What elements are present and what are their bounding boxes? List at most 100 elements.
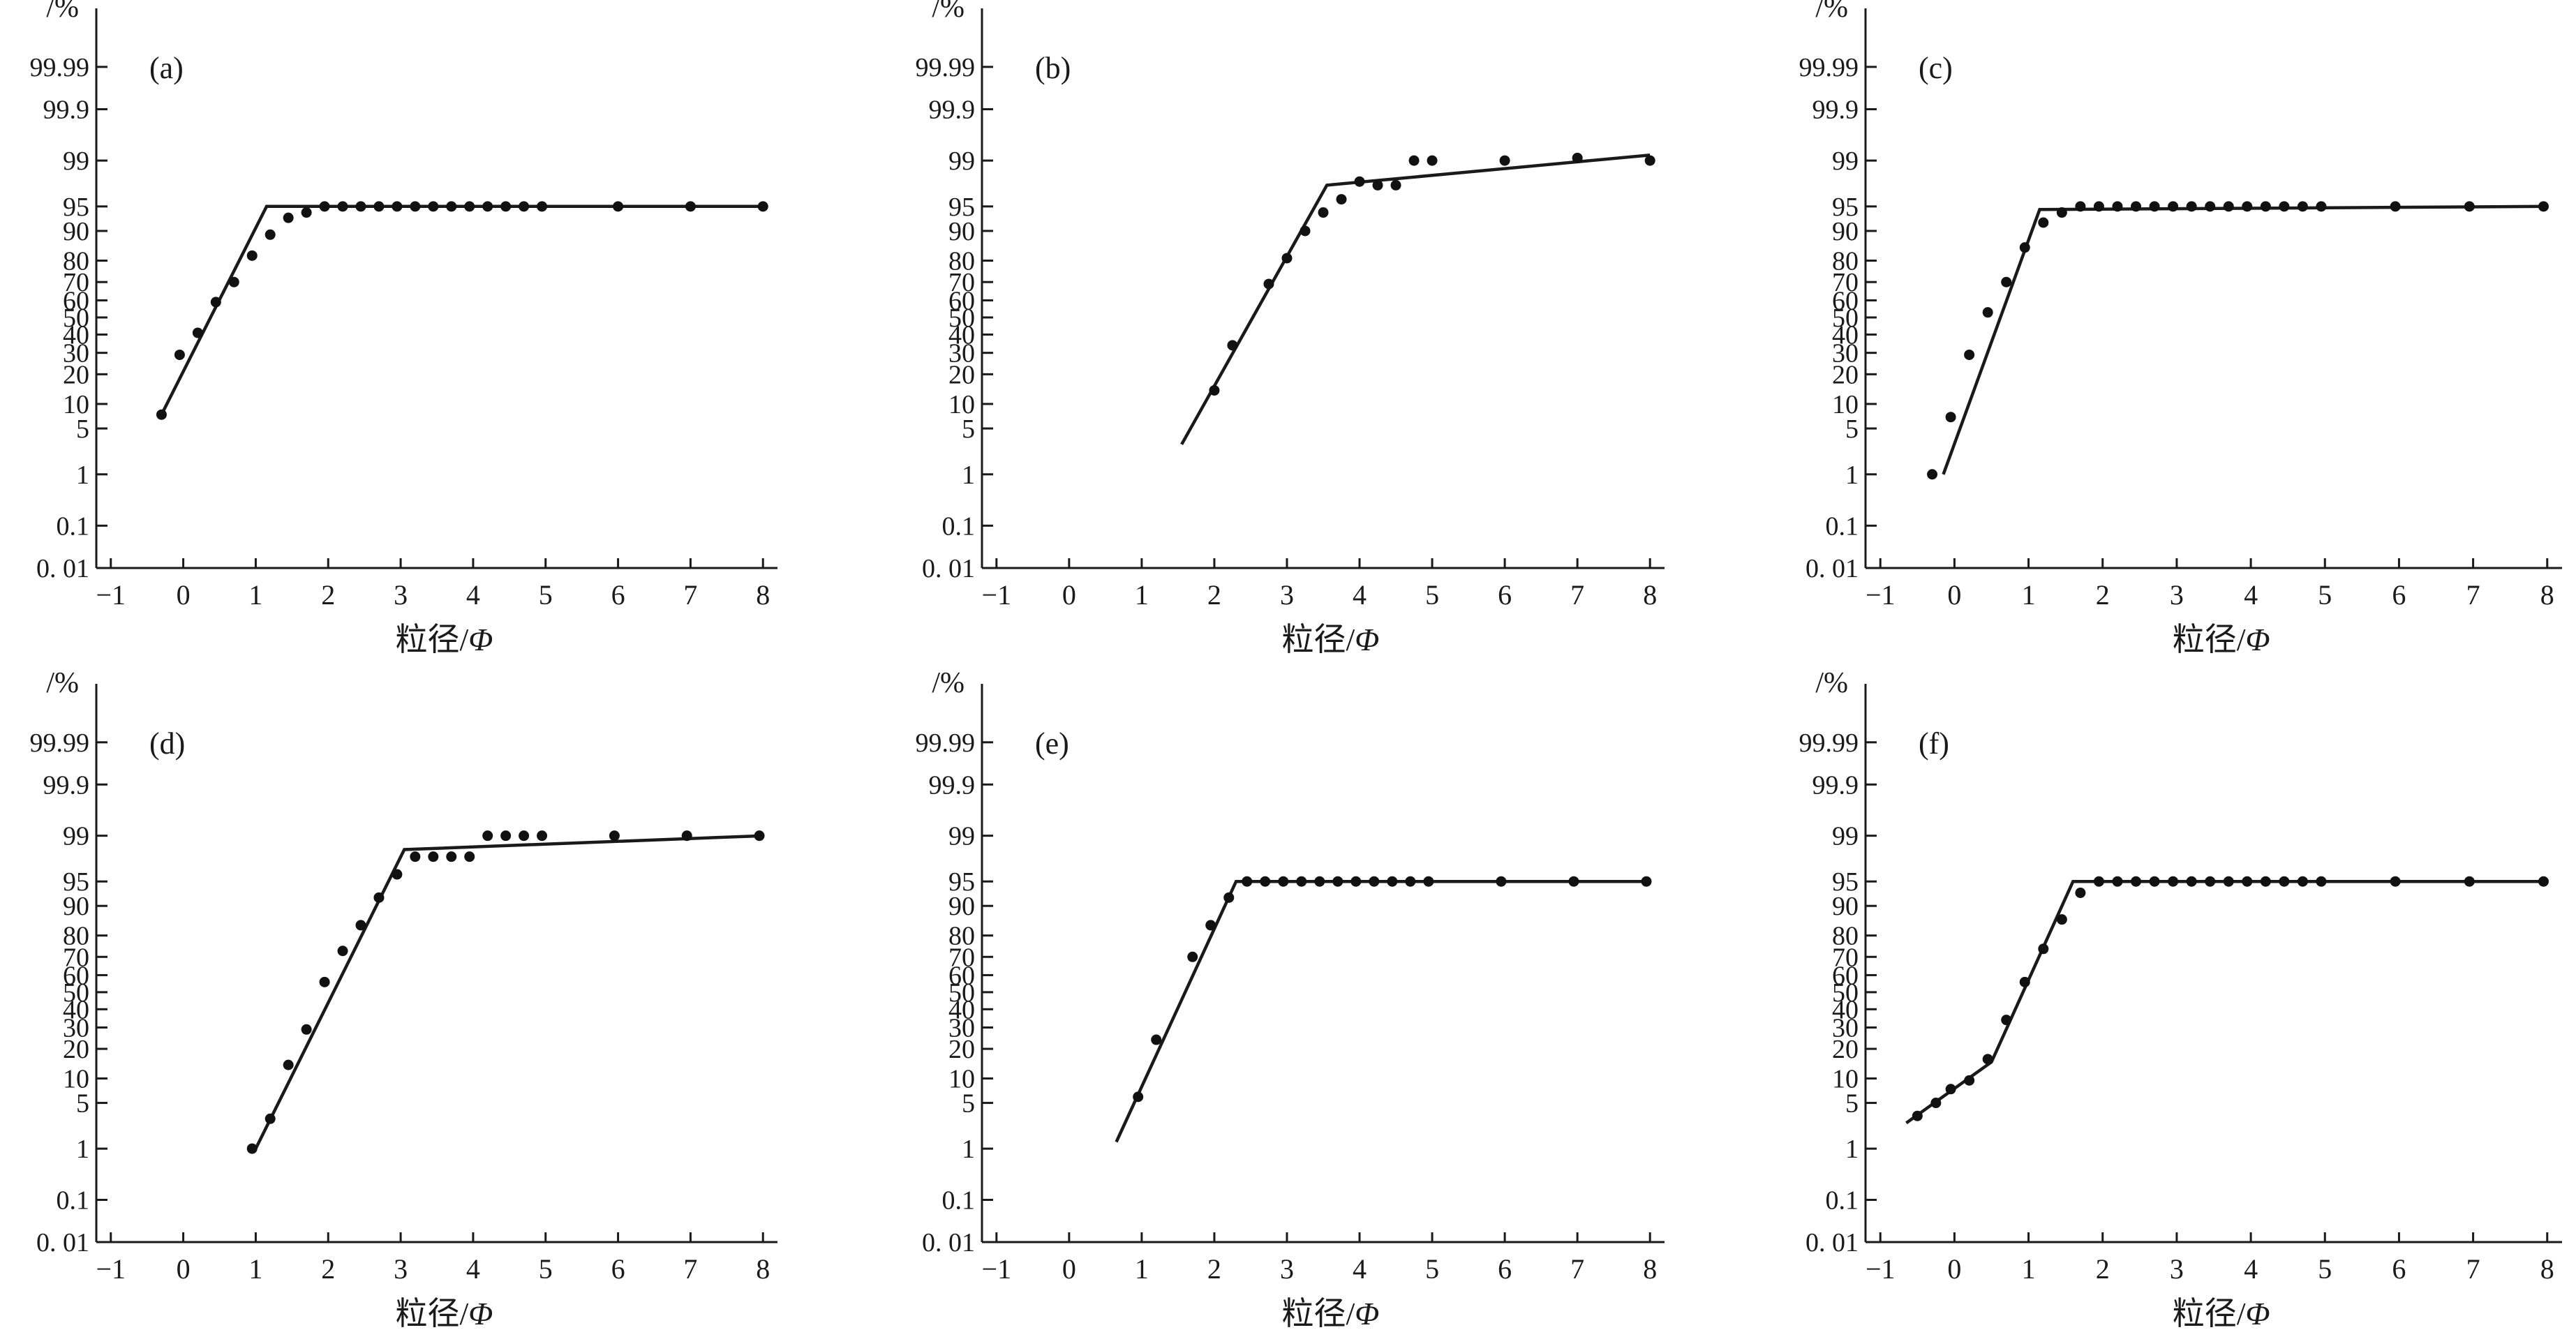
y-tick-label: 99.99	[916, 53, 976, 82]
data-point	[2168, 876, 2179, 887]
data-point	[319, 201, 330, 212]
data-point	[1227, 340, 1238, 351]
y-tick-label: 1	[76, 461, 89, 490]
y-tick-label: 90	[63, 217, 89, 246]
y-tick-label: 99	[63, 822, 89, 851]
y-tick-label: 0.1	[1826, 511, 1859, 541]
y-tick-label: 99	[1832, 147, 1859, 176]
data-point	[2242, 201, 2253, 212]
data-point	[1641, 876, 1652, 887]
x-tick-label: 8	[1643, 579, 1657, 611]
x-tick-label: 6	[2392, 1253, 2406, 1285]
data-point	[410, 201, 421, 212]
data-point	[1263, 278, 1274, 290]
x-tick-label: 4	[466, 579, 480, 611]
data-point	[246, 1143, 258, 1154]
x-tick-label: −1	[1866, 579, 1896, 611]
data-point	[355, 920, 366, 931]
x-tick-label: 1	[248, 579, 262, 611]
data-point	[464, 201, 475, 212]
x-tick-label: 5	[2318, 1253, 2332, 1285]
x-tick-label: 4	[466, 1253, 480, 1285]
y-tick-label: 1	[962, 461, 975, 490]
x-tick-label: 6	[1498, 1253, 1512, 1285]
data-point	[355, 201, 366, 212]
data-point	[337, 946, 348, 957]
x-axis-label: 粒径/Φ	[395, 622, 493, 657]
data-point	[1369, 876, 1380, 887]
data-point	[1930, 1098, 1942, 1109]
fit-line	[1115, 879, 1651, 1143]
x-tick-label: 6	[611, 579, 625, 611]
y-tick-label: 99.99	[30, 53, 90, 82]
x-axis-label: 粒径/Φ	[1281, 1296, 1379, 1330]
data-point	[1982, 307, 1993, 318]
x-tick-label: 4	[2244, 1253, 2258, 1285]
chart-panel-f: 0. 010.115102030405060708090959999.999.9…	[1799, 667, 2562, 1330]
data-point	[1499, 155, 1510, 166]
data-point	[1912, 1110, 1923, 1121]
data-point	[2056, 914, 2067, 925]
x-tick-label: 2	[2096, 1253, 2110, 1285]
y-tick-label: 99.9	[43, 96, 90, 125]
y-tick-label: 95	[948, 867, 975, 897]
data-point	[2260, 876, 2271, 887]
data-point	[1927, 469, 1938, 480]
x-tick-label: 7	[1570, 1253, 1584, 1285]
y-tick-label: 50	[1832, 978, 1859, 1008]
x-tick-label: 0	[177, 1253, 191, 1285]
data-point	[1427, 155, 1438, 166]
y-tick-label: 20	[1832, 1035, 1859, 1064]
data-point	[1209, 384, 1220, 396]
data-point	[1260, 876, 1271, 887]
y-axis-label: /%	[1815, 667, 1848, 699]
y-tick-label: 1	[962, 1135, 975, 1164]
data-point	[210, 297, 221, 308]
y-tick-label: 80	[948, 922, 975, 951]
y-tick-label: 60	[1832, 961, 1859, 990]
data-point	[428, 201, 439, 212]
data-point	[2186, 201, 2197, 212]
x-tick-label: 0	[1947, 579, 1961, 611]
data-point	[2464, 876, 2475, 887]
y-tick-label: 30	[1832, 339, 1859, 368]
y-tick-label: 90	[63, 892, 89, 921]
y-tick-label: 60	[63, 961, 89, 990]
data-point	[2038, 217, 2049, 228]
data-point	[2001, 276, 2012, 287]
data-point	[609, 830, 620, 842]
x-axis-label-symbol: Φ	[468, 622, 493, 657]
y-tick-label: 70	[1832, 943, 1859, 972]
data-point	[1350, 876, 1362, 887]
y-axis-label: /%	[1815, 0, 1848, 24]
x-tick-label: 8	[1643, 1253, 1657, 1285]
data-point	[265, 1113, 276, 1124]
data-point	[1644, 155, 1655, 166]
x-tick-label: 2	[2096, 579, 2110, 611]
data-point	[265, 229, 276, 240]
y-tick-label: 50	[948, 978, 975, 1008]
y-tick-label: 80	[1832, 922, 1859, 951]
y-tick-label: 95	[1832, 193, 1859, 222]
data-point	[2112, 876, 2123, 887]
data-point	[1281, 253, 1293, 264]
x-axis-label-symbol: Φ	[2245, 1296, 2270, 1330]
x-tick-label: 4	[1353, 579, 1367, 611]
data-point	[1354, 176, 1365, 187]
y-tick-label: 99.9	[43, 770, 90, 800]
y-tick-label: 0.1	[942, 1186, 976, 1215]
data-point	[2538, 201, 2549, 212]
y-tick-label: 50	[948, 304, 975, 333]
data-point	[1945, 412, 1956, 423]
x-axis-label: 粒径/Φ	[395, 1296, 493, 1330]
data-point	[2019, 976, 2030, 987]
data-point	[1318, 207, 1329, 218]
y-tick-label: 0.1	[942, 511, 976, 541]
fit-line	[160, 204, 764, 416]
y-tick-label: 90	[1832, 217, 1859, 246]
y-tick-label: 30	[1832, 1013, 1859, 1043]
data-point	[1332, 876, 1343, 887]
y-tick-label: 40	[1832, 320, 1859, 350]
y-tick-label: 99.99	[916, 728, 976, 758]
